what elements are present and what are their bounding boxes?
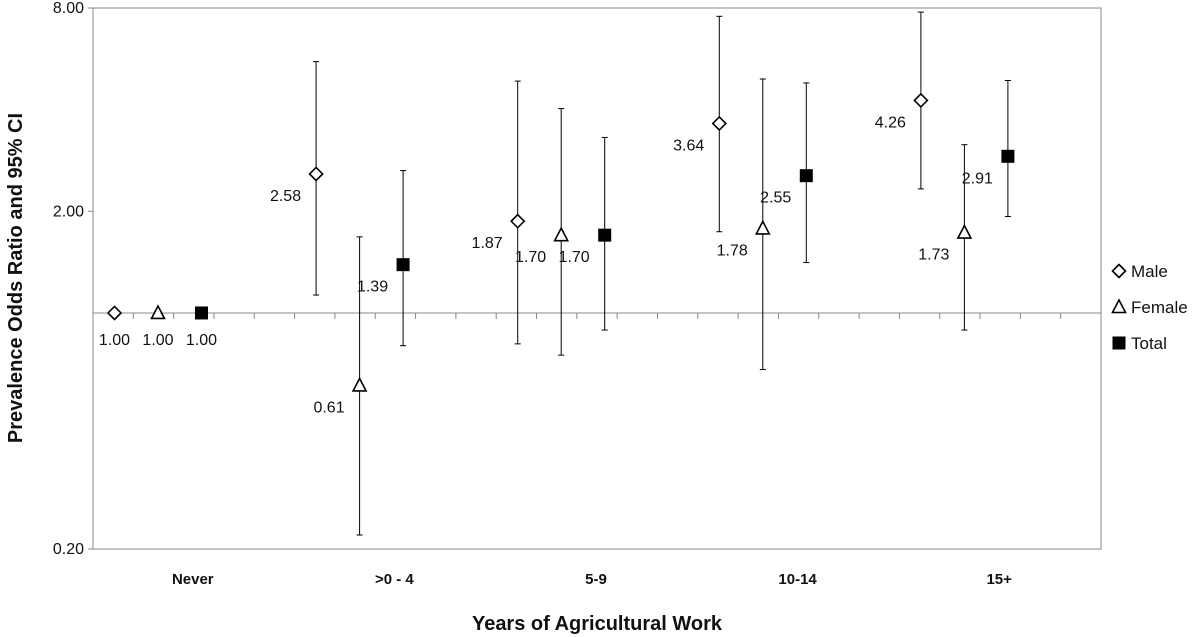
marker-male xyxy=(510,213,526,229)
data-label: 2.55 xyxy=(760,190,791,207)
x-axis-ticks xyxy=(132,312,1102,319)
legend-marker-male xyxy=(1111,263,1127,279)
marker-female xyxy=(351,376,368,392)
legend-label: Total xyxy=(1131,334,1167,353)
x-category-label: 5-9 xyxy=(585,571,607,588)
data-label: 1.70 xyxy=(515,249,546,266)
legend-marker-total xyxy=(1112,336,1126,350)
marker-total xyxy=(799,169,813,183)
plot-area xyxy=(92,7,1102,550)
marker-male xyxy=(106,305,123,321)
marker-male xyxy=(711,115,727,132)
x-category-label: 15+ xyxy=(986,571,1012,588)
marker-female xyxy=(150,304,166,320)
data-label: 1.70 xyxy=(559,249,590,266)
legend-label: Male xyxy=(1131,262,1168,281)
data-label: 3.64 xyxy=(673,137,704,154)
legend-label: Female xyxy=(1131,298,1188,317)
data-label: 2.58 xyxy=(270,188,301,205)
marker-total xyxy=(1001,149,1015,163)
data-label: 1.87 xyxy=(472,235,503,252)
x-category-label: 10-14 xyxy=(778,571,817,588)
data-label: 1.00 xyxy=(99,332,130,349)
legend: Male Female Total xyxy=(1111,262,1188,353)
data-label: 2.91 xyxy=(962,170,993,187)
data-label: 0.61 xyxy=(313,399,344,416)
marker-male xyxy=(308,166,324,182)
marker-female xyxy=(956,223,973,239)
data-label: 4.26 xyxy=(875,114,906,131)
marker-male xyxy=(913,92,929,109)
category-labels: Never >0 - 4 5-9 10-14 15+ xyxy=(172,571,1012,588)
y-axis-ticks: 0.20 2.00 8.00 xyxy=(53,0,93,558)
data-label: 1.78 xyxy=(717,242,748,259)
y-tick-label: 0.20 xyxy=(53,541,84,558)
marker-total xyxy=(195,306,208,320)
y-axis-title: Prevalence Odds Ratio and 95% CI xyxy=(5,113,27,443)
x-category-label: Never xyxy=(172,571,214,588)
data-label: 1.00 xyxy=(142,332,173,349)
y-tick-label: 8.00 xyxy=(53,0,84,17)
marker-female xyxy=(754,219,771,235)
marker-total xyxy=(396,258,410,272)
marker-female xyxy=(553,226,570,242)
x-category-label: >0 - 4 xyxy=(375,571,414,588)
data-labels: 1.00 2.58 1.87 3.64 4.26 1.00 0.61 1.70 1.78 1.73… xyxy=(99,114,993,416)
data-label: 1.39 xyxy=(357,279,388,296)
data-label: 1.00 xyxy=(186,332,217,349)
x-axis-title: Years of Agricultural Work xyxy=(472,613,723,635)
legend-marker-female xyxy=(1111,298,1127,314)
y-tick-label: 2.00 xyxy=(53,203,84,220)
marker-total xyxy=(598,228,612,242)
data-label: 1.73 xyxy=(918,247,949,264)
data-markers xyxy=(106,92,1015,392)
